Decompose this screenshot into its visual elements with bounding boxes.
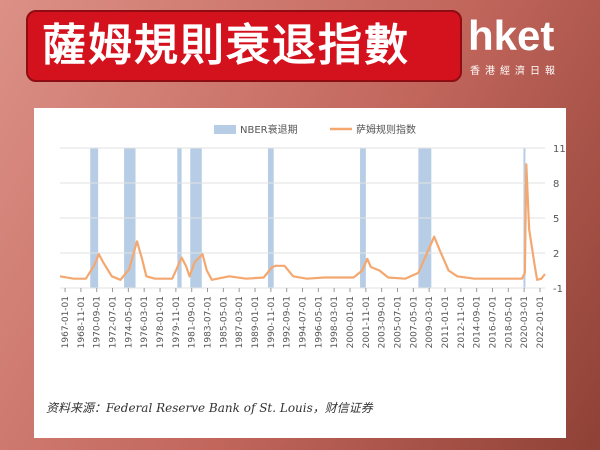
x-tick-label: 1981-09-01 [188,296,198,348]
x-tick-label: 2018-05-01 [504,296,514,348]
x-tick-label: 1970-09-01 [93,296,103,348]
x-tick-label: 2022-01-01 [536,296,546,348]
x-tick-label: 1972-07-01 [109,296,119,348]
x-tick-label: 1968-11-01 [77,296,87,348]
x-tick-label: 1994-07-01 [298,296,308,348]
x-tick-label: 1974-05-01 [124,296,134,348]
chart: 资料来源：Federal Reserve Bank of St. Louis，财… [46,123,566,415]
legend-label: NBER衰退期 [240,123,298,136]
legend-swatch [214,125,236,134]
x-tick-label: 2001-11-01 [362,296,372,348]
x-tick-label: 2014-09-01 [473,296,483,348]
x-tick-label: 1979-11-01 [172,296,182,348]
x-tick-label: 2007-05-01 [409,296,419,348]
y-tick-label: 8 [553,179,559,190]
x-tick-label: 1992-09-01 [283,296,293,348]
x-tick-label: 2020-03-01 [520,296,530,348]
title-banner: 薩姆規則衰退指數 [26,10,462,82]
legend-label: 萨姆规则指数 [356,123,416,136]
y-tick-label: 2 [553,249,559,260]
source-note: 资料来源：Federal Reserve Bank of St. Louis，财… [46,401,374,415]
banner-title: 薩姆規則衰退指數 [42,20,410,71]
chart-card: 资料来源：Federal Reserve Bank of St. Louis，财… [34,108,566,438]
x-tick-label: 1998-03-01 [330,296,340,348]
y-tick-label: 5 [553,214,559,225]
x-tick-label: 2016-07-01 [488,296,498,348]
logo: hket [468,12,555,59]
y-tick-label: -1 [553,284,563,295]
x-tick-label: 1989-01-01 [251,296,261,348]
x-tick-label: 2009-03-01 [425,296,435,348]
x-tick-label: 1983-07-01 [203,296,213,348]
x-tick-label: 1990-11-01 [267,296,277,348]
x-tick-label: 2000-01-01 [346,296,356,348]
x-tick-label: 2011-01-01 [441,296,451,348]
x-tick-label: 1978-01-01 [156,296,166,348]
x-tick-label: 1987-03-01 [235,296,245,348]
index-line [59,163,546,281]
x-tick-label: 1967-01-01 [61,296,71,348]
x-tick-label: 2012-11-01 [457,296,467,348]
y-tick-label: 11 [553,144,566,155]
x-tick-label: 2003-09-01 [378,296,388,348]
x-tick-label: 1985-05-01 [219,296,229,348]
x-tick-label: 1996-05-01 [314,296,324,348]
x-tick-label: 1976-03-01 [140,296,150,348]
logo-subtitle: 香港經濟日報 [470,66,560,77]
x-tick-label: 2005-07-01 [393,296,403,348]
